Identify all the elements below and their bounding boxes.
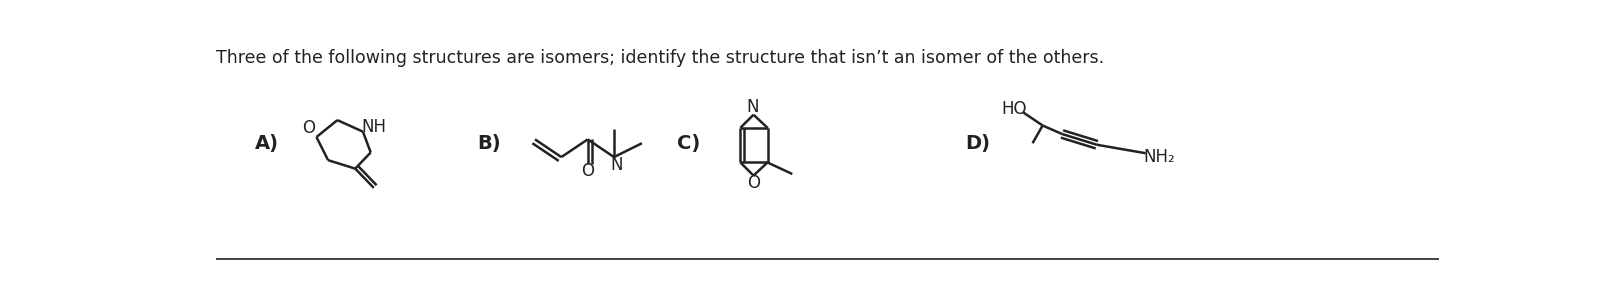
Text: N: N bbox=[610, 156, 623, 174]
Text: O: O bbox=[747, 174, 760, 192]
Text: C): C) bbox=[676, 134, 700, 153]
Text: A): A) bbox=[255, 134, 279, 153]
Text: O: O bbox=[581, 162, 594, 180]
Text: D): D) bbox=[965, 134, 989, 153]
Text: NH: NH bbox=[362, 118, 386, 136]
Text: NH₂: NH₂ bbox=[1144, 148, 1175, 166]
Text: Three of the following structures are isomers; identify the structure that isn’t: Three of the following structures are is… bbox=[216, 49, 1104, 67]
Text: N: N bbox=[747, 98, 759, 116]
Text: B): B) bbox=[476, 134, 500, 153]
Text: O: O bbox=[302, 119, 315, 137]
Text: HO: HO bbox=[1001, 99, 1027, 118]
